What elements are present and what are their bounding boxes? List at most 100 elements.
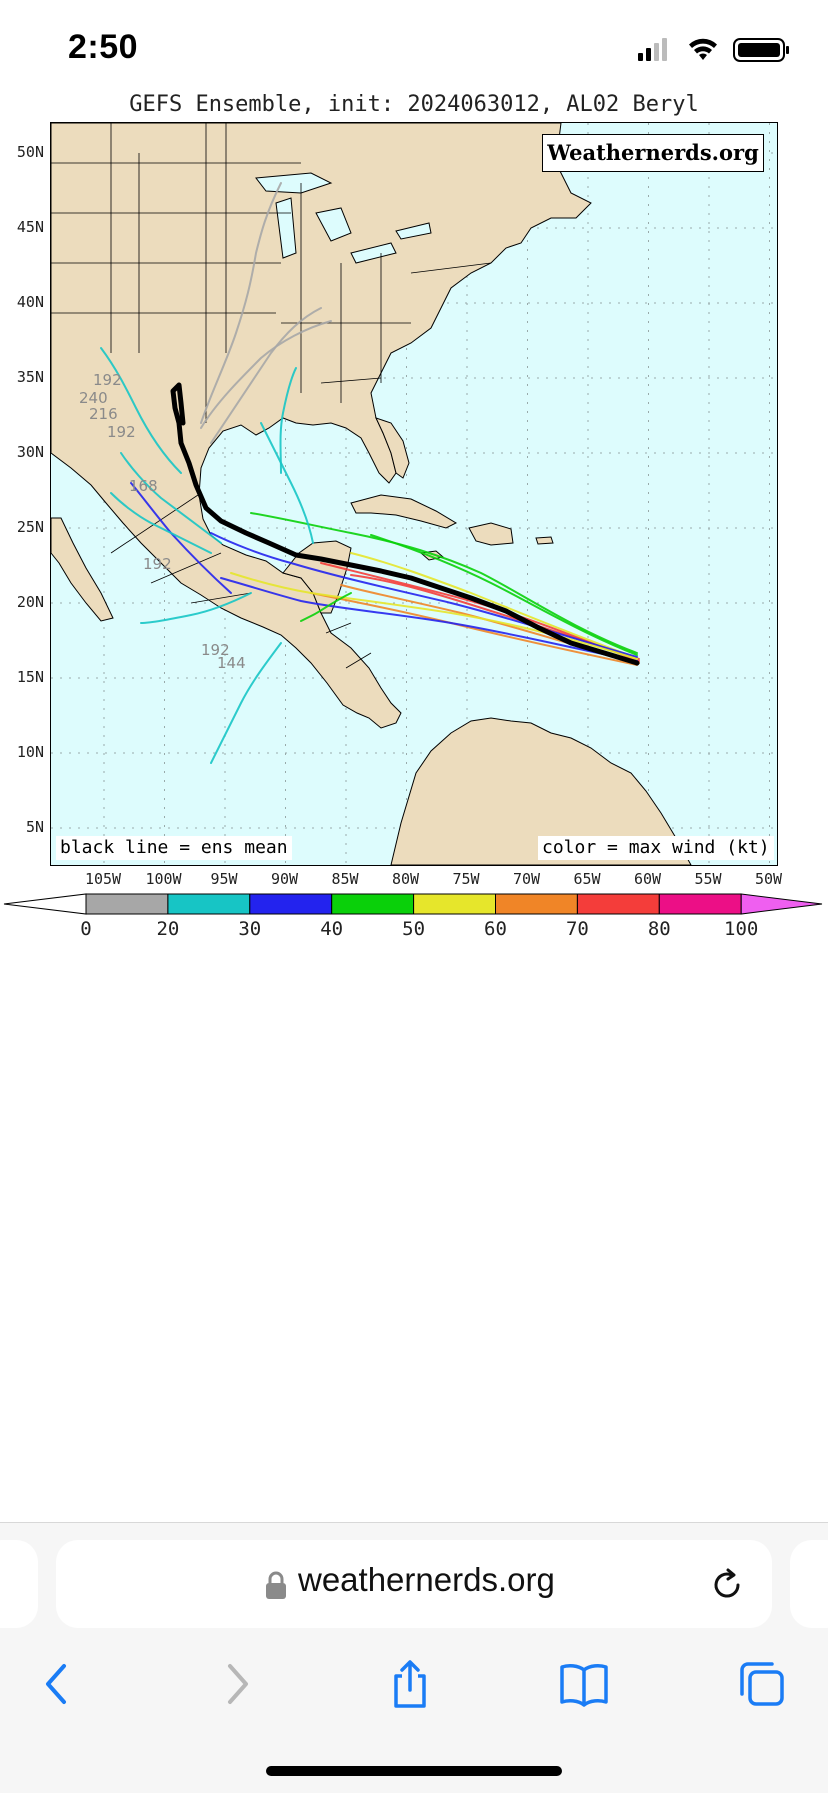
colorbar-tick-label: 30 xyxy=(238,918,262,940)
wind-colorbar xyxy=(3,893,823,915)
country-borders xyxy=(110,492,372,669)
longitude-label: 75W xyxy=(452,870,480,888)
longitude-label: 55W xyxy=(694,870,722,888)
latitude-label: 5N xyxy=(25,818,44,836)
colorbar-under-arrow xyxy=(3,893,87,915)
forecast-hour-label: 192 xyxy=(201,641,230,659)
colorbar-segment xyxy=(249,893,333,915)
colorbar-tick-label: 80 xyxy=(647,918,671,940)
back-button-icon[interactable] xyxy=(30,1656,86,1712)
colorbar-tick-label: 50 xyxy=(402,918,426,940)
colorbar-tick-label: 20 xyxy=(156,918,180,940)
colorbar-tick-label: 60 xyxy=(484,918,507,940)
land-north-america xyxy=(51,123,592,729)
colorbar-tick-label: 0 xyxy=(80,918,92,940)
ensemble-member-track xyxy=(220,577,638,662)
colorbar-segment xyxy=(85,893,169,915)
longitude-label: 65W xyxy=(573,870,601,888)
colorbar-segment xyxy=(167,893,251,915)
wifi-icon xyxy=(689,38,717,60)
address-bar-url[interactable]: weathernerds.org xyxy=(298,1561,555,1598)
ensemble-member-track xyxy=(300,592,352,622)
ensemble-member-track xyxy=(120,452,222,544)
map-title: GEFS Ensemble, init: 2024063012, AL02 Be… xyxy=(129,92,699,117)
battery-icon xyxy=(733,38,789,62)
ensemble-member-track xyxy=(250,512,638,654)
legend-note-ens-mean: black line = ens mean xyxy=(56,836,292,860)
colorbar-segment xyxy=(658,893,742,915)
map-frame[interactable]: 192 240 216 192 168 192 192 144 xyxy=(50,122,778,866)
longitude-label: 95W xyxy=(210,870,238,888)
land-baja xyxy=(51,517,114,622)
ensemble-member-track xyxy=(210,642,282,764)
status-bar: 2:50 xyxy=(0,0,828,100)
land-south-america xyxy=(390,717,692,865)
longitude-label: 85W xyxy=(331,870,359,888)
latitude-label: 35N xyxy=(16,368,44,386)
longitude-label: 100W xyxy=(145,870,182,888)
ensemble-mean-track xyxy=(170,382,640,666)
state-borders xyxy=(51,123,492,423)
next-tab-card[interactable] xyxy=(790,1540,828,1628)
latitude-label: 20N xyxy=(16,593,44,611)
ensemble-member-track xyxy=(260,422,314,544)
colorbar-tick-label: 40 xyxy=(320,918,344,940)
tabs-button-icon[interactable] xyxy=(734,1656,790,1712)
colorbar-segment xyxy=(576,893,660,915)
latitude-label: 30N xyxy=(16,443,44,461)
longitude-label: 50W xyxy=(754,870,783,888)
latitude-label: 25N xyxy=(16,518,44,536)
colorbar-segment xyxy=(413,893,497,915)
forward-button-icon[interactable] xyxy=(208,1656,264,1712)
status-icons xyxy=(638,38,789,62)
colorbar-over-arrow xyxy=(740,893,823,915)
forecast-hour-label: 168 xyxy=(129,477,158,495)
ensemble-member-track xyxy=(100,347,182,474)
forecast-hour-label: 192 xyxy=(107,423,136,441)
land-cuba xyxy=(350,494,458,529)
forecast-hour-label: 192 xyxy=(143,555,172,573)
land-hispaniola xyxy=(468,522,514,546)
home-indicator xyxy=(266,1766,562,1776)
legend-note-max-wind: color = max wind (kt) xyxy=(538,836,774,860)
longitude-label: 105W xyxy=(84,870,122,888)
ensemble-member-track xyxy=(200,320,332,429)
forecast-hour-label: 144 xyxy=(217,654,246,672)
land-puerto-rico xyxy=(535,536,554,545)
bookmarks-button-icon[interactable] xyxy=(556,1656,612,1712)
latitude-label: 10N xyxy=(16,743,44,761)
longitude-label: 60W xyxy=(633,870,662,888)
previous-tab-card[interactable] xyxy=(0,1540,38,1628)
latitude-label: 15N xyxy=(16,668,44,686)
ensemble-member-track xyxy=(350,552,638,659)
weathernerds-watermark: Weathernerds.org xyxy=(542,134,764,172)
latitude-label: 40N xyxy=(16,293,44,311)
colorbar-segment xyxy=(331,893,415,915)
colorbar-segment xyxy=(495,893,578,915)
latitude-label: 50N xyxy=(16,143,44,161)
longitude-label: 70W xyxy=(512,870,541,888)
land-yucatan xyxy=(282,540,352,614)
longitude-label: 80W xyxy=(391,870,420,888)
colorbar-tick-label: 70 xyxy=(565,918,589,940)
ensemble-member-track xyxy=(279,367,297,474)
cellular-signal-icon xyxy=(638,38,667,61)
share-button-icon[interactable] xyxy=(382,1656,438,1712)
lock-icon xyxy=(266,1571,286,1599)
ensemble-member-track xyxy=(370,534,638,656)
land-florida xyxy=(375,417,410,479)
ensemble-member-track xyxy=(210,307,322,444)
reload-icon[interactable] xyxy=(708,1566,746,1604)
colorbar-tick-label: 100 xyxy=(724,918,759,940)
address-bar[interactable] xyxy=(56,1540,772,1628)
ensemble-member-track xyxy=(110,492,212,554)
latitude-label: 45N xyxy=(16,218,44,236)
forecast-hour-label: 216 xyxy=(89,405,118,423)
ensemble-member-track xyxy=(140,592,252,624)
forecast-hour-label: 240 xyxy=(79,389,108,407)
status-time: 2:50 xyxy=(68,28,139,66)
forecast-hour-label: 192 xyxy=(93,371,122,389)
ensemble-member-track xyxy=(200,182,282,424)
